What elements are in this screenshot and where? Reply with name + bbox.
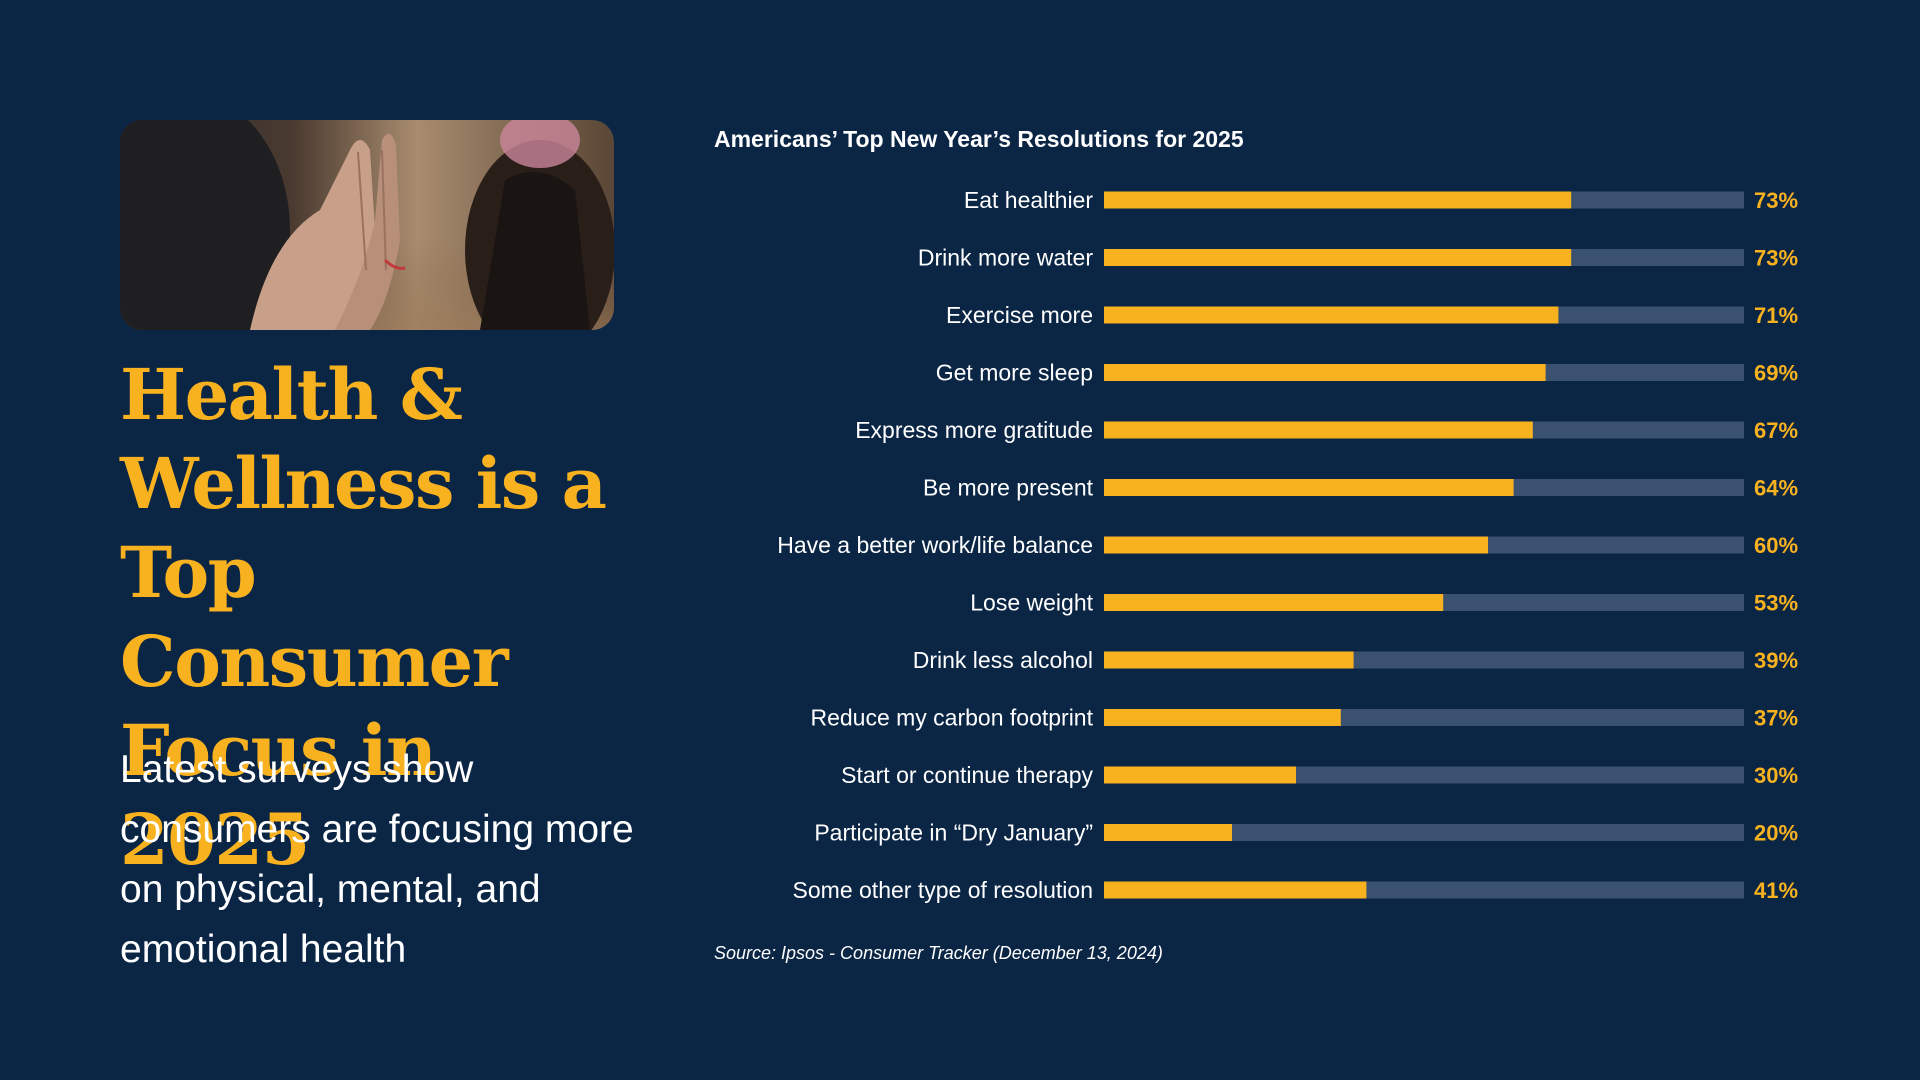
bar-express-more-gratitude — [1104, 421, 1533, 439]
bar-have-a-better-work-life-balance — [1104, 536, 1488, 554]
category-label-get-more-sleep: Get more sleep — [936, 360, 1093, 386]
value-label-drink-less-alcohol: 39% — [1754, 648, 1798, 673]
bar-start-or-continue-therapy — [1104, 766, 1296, 784]
bar-exercise-more — [1104, 306, 1559, 324]
bar-participate-in-dry-january — [1104, 824, 1232, 841]
prayer-hands-photo — [120, 120, 614, 330]
bar-track-participate-in-dry-january — [1104, 824, 1744, 841]
category-label-exercise-more: Exercise more — [946, 302, 1093, 328]
category-label-eat-healthier: Eat healthier — [964, 187, 1093, 213]
category-label-lose-weight: Lose weight — [970, 590, 1093, 616]
category-label-start-or-continue-therapy: Start or continue therapy — [841, 762, 1093, 788]
bar-some-other-type-of-resolution — [1104, 881, 1367, 899]
bar-be-more-present — [1104, 479, 1514, 496]
value-label-get-more-sleep: 69% — [1754, 361, 1798, 386]
subtext: Latest surveys show consumers are focusi… — [120, 748, 634, 971]
category-label-some-other-type-of-resolution: Some other type of resolution — [793, 877, 1093, 903]
category-label-participate-in-dry-january: Participate in “Dry January” — [814, 820, 1093, 846]
category-label-reduce-my-carbon-footprint: Reduce my carbon footprint — [810, 705, 1093, 731]
value-label-be-more-present: 64% — [1754, 476, 1798, 501]
value-label-some-other-type-of-resolution: 41% — [1754, 878, 1798, 903]
bar-drink-less-alcohol — [1104, 651, 1354, 669]
source-note: Source: Ipsos - Consumer Tracker (Decemb… — [714, 943, 1163, 963]
value-label-reduce-my-carbon-footprint: 37% — [1754, 706, 1798, 731]
category-label-express-more-gratitude: Express more gratitude — [855, 417, 1093, 443]
category-label-be-more-present: Be more present — [923, 475, 1094, 501]
value-label-express-more-gratitude: 67% — [1754, 418, 1798, 443]
value-label-exercise-more: 71% — [1754, 303, 1798, 328]
bar-get-more-sleep — [1104, 364, 1546, 381]
bar-reduce-my-carbon-footprint — [1104, 709, 1341, 726]
bar-lose-weight — [1104, 594, 1444, 611]
bar-eat-healthier — [1104, 191, 1572, 209]
value-label-drink-more-water: 73% — [1754, 246, 1798, 271]
value-label-have-a-better-work-life-balance: 60% — [1754, 533, 1798, 558]
category-label-drink-less-alcohol: Drink less alcohol — [913, 647, 1093, 673]
chart-title: Americans’ Top New Year’s Resolutions fo… — [714, 126, 1244, 152]
bar-drink-more-water — [1104, 249, 1572, 266]
category-label-drink-more-water: Drink more water — [918, 245, 1093, 271]
value-label-start-or-continue-therapy: 30% — [1754, 763, 1798, 788]
headline: Health & Wellness is a Top Consumer Focu… — [120, 353, 607, 881]
value-label-participate-in-dry-january: 20% — [1754, 821, 1798, 846]
value-label-eat-healthier: 73% — [1754, 188, 1798, 213]
category-label-have-a-better-work-life-balance: Have a better work/life balance — [777, 532, 1093, 558]
value-label-lose-weight: 53% — [1754, 591, 1798, 616]
